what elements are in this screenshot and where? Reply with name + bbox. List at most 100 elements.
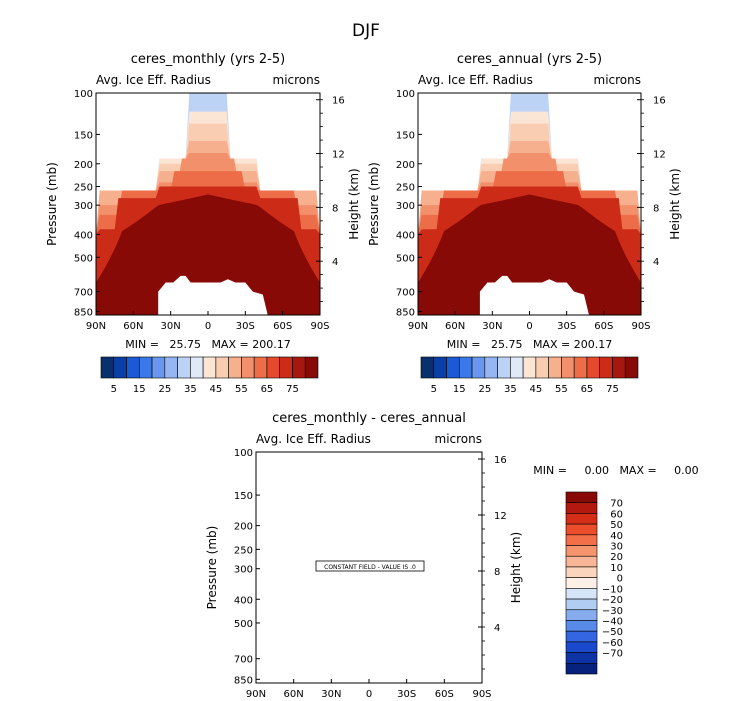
colorbar-swatch [471,356,486,379]
colorbar-swatch [266,356,281,379]
colorbar-swatch [565,630,598,643]
y-tick-label: 250 [74,183,93,194]
colorbar-label: 15 [453,384,466,395]
colorbar-label: 55 [235,384,248,395]
colorbar-label: 5 [111,384,117,395]
y-tick-label: 250 [396,183,415,194]
y2-tick-label: 16 [653,96,666,107]
colorbar-swatch [253,356,268,379]
y2-tick-label: 4 [653,257,659,268]
colorbar-label: 65 [261,384,274,395]
colorbar-swatch [241,356,255,379]
x-tick-label: 0 [366,689,372,700]
colorbar-swatch [522,356,537,379]
y2-axis-label: Height (km) [347,168,361,239]
figure-title: DJF [352,21,380,41]
y2-tick-label: 12 [653,150,666,161]
x-tick-label: 90N [408,321,428,332]
y2-axis-label: Height (km) [668,168,682,239]
colorbar-swatch [304,356,319,379]
colorbar-label: −70 [602,649,623,660]
colorbar-swatch [548,356,562,379]
y2-tick-label: 8 [494,567,500,578]
colorbar-swatch [420,356,435,379]
colorbar-label: −20 [602,595,623,606]
colorbar-swatch [565,577,598,589]
colorbar-swatch [164,356,178,379]
contour-band [418,194,641,315]
variable-label: Avg. Ice Eff. Radius [256,432,371,446]
colorbar-label: 25 [158,384,171,395]
colorbar-label: 35 [184,384,197,395]
units-label: microns [435,432,483,446]
x-tick-label: 30S [557,321,576,332]
y-tick-label: 150 [74,130,93,141]
colorbar-swatch [138,356,153,379]
colorbar-label: 30 [610,542,623,553]
x-tick-label: 30S [397,689,416,700]
x-tick-label: 30N [321,689,341,700]
colorbar-swatch [565,588,598,600]
panel-title: ceres_monthly (yrs 2-5) [131,52,285,67]
missing-region [479,275,589,315]
colorbar-swatch [279,356,293,379]
x-tick-label: 60N [123,321,143,332]
x-tick-label: 60N [445,321,465,332]
panel-difference: ceres_monthly - ceres_annual Avg. Ice Eff… [205,411,699,700]
colorbar-label: 10 [610,563,623,574]
colorbar-swatch [484,356,498,379]
contour-band [96,194,320,315]
colorbar-label: 70 [610,499,623,510]
y-tick-label: 400 [74,231,93,242]
x-tick-label: 60S [435,689,454,700]
variable-label: Avg. Ice Eff. Radius [418,73,533,87]
colorbar-swatch [190,356,204,379]
colorbar-swatch [565,491,598,504]
y-axis-label: Pressure (mb) [205,526,219,610]
colorbar-label: 45 [210,384,223,395]
y-tick-label: 200 [396,160,415,171]
y-tick-label: 300 [74,201,93,212]
y-tick-label: 300 [396,201,415,212]
colorbar-swatch [497,356,511,379]
x-tick-label: 90S [631,321,650,332]
y2-tick-label: 4 [332,257,338,268]
y-tick-label: 850 [396,307,415,318]
y-tick-label: 200 [74,160,93,171]
colorbar-label: 75 [606,384,619,395]
y-tick-label: 250 [234,545,253,556]
colorbar-swatch [565,609,598,621]
colorbar-swatch [561,356,575,379]
y-tick-label: 500 [234,619,253,630]
x-tick-label: 0 [526,321,532,332]
y-tick-label: 100 [234,448,253,459]
colorbar-swatch [612,356,626,379]
colorbar-label: 65 [581,384,594,395]
colorbar-swatch [292,356,306,379]
y2-tick-label: 16 [494,455,507,466]
colorbar-swatch [177,356,191,379]
colorbar-label: 75 [286,384,299,395]
colorbar-label: −50 [602,627,623,638]
colorbar-swatch [573,356,588,379]
y-tick-label: 850 [234,675,253,686]
y-tick-label: 300 [234,565,253,576]
annotation-box [315,560,425,572]
colorbar-swatch [126,356,140,379]
y-axis-label: Pressure (mb) [45,162,59,246]
colorbar-swatch [565,620,598,632]
x-tick-label: 90N [246,689,266,700]
colorbar-label: 5 [431,384,437,395]
x-tick-label: 90S [310,321,329,332]
y-tick-label: 100 [396,89,415,100]
colorbar-swatch [624,356,639,379]
colorbar-swatch [565,555,598,568]
y-tick-label: 700 [74,288,93,299]
colorbar-label: −10 [602,584,623,595]
y-tick-label: 150 [234,491,253,502]
colorbar-label: −40 [602,616,623,627]
y-tick-label: 500 [396,253,415,264]
colorbar-swatch [565,534,598,546]
colorbar-label: 0 [617,574,623,585]
units-label: microns [594,73,642,87]
